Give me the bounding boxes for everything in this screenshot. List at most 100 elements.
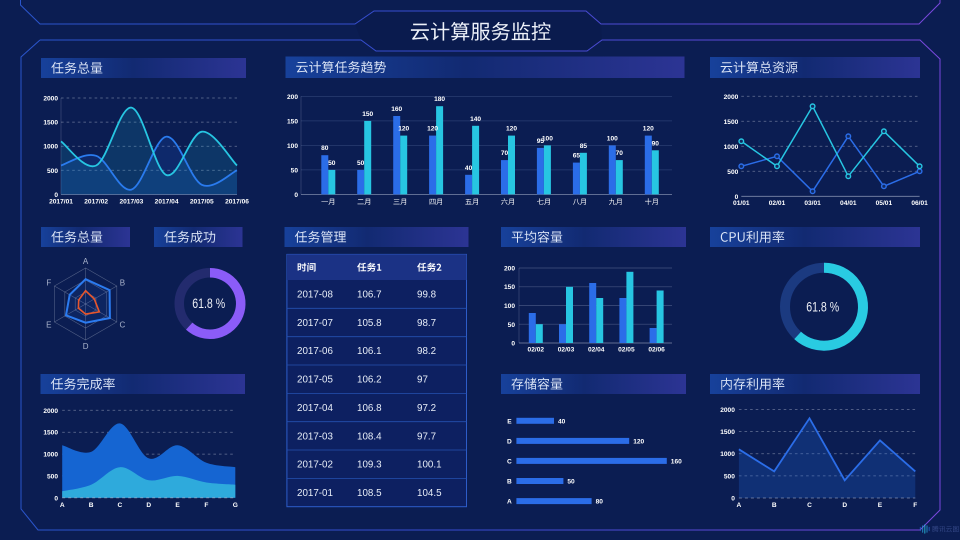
svg-text:F: F — [913, 502, 917, 509]
svg-text:100: 100 — [287, 143, 298, 150]
svg-text:108.4: 108.4 — [357, 431, 382, 442]
svg-text:500: 500 — [727, 169, 738, 176]
svg-text:105.8: 105.8 — [357, 318, 382, 329]
svg-text:2000: 2000 — [43, 408, 58, 415]
svg-text:D: D — [842, 502, 847, 509]
svg-text:100: 100 — [607, 135, 618, 142]
svg-text:0: 0 — [54, 495, 58, 502]
svg-text:E: E — [878, 502, 883, 509]
svg-text:C: C — [118, 502, 123, 509]
svg-text:B: B — [772, 502, 777, 509]
svg-text:120: 120 — [643, 126, 654, 133]
svg-text:200: 200 — [287, 94, 298, 101]
svg-text:40: 40 — [558, 418, 566, 425]
svg-text:05/01: 05/01 — [876, 200, 893, 207]
svg-text:2017-06: 2017-06 — [297, 346, 334, 357]
svg-text:104.5: 104.5 — [417, 488, 442, 499]
svg-text:2017-08: 2017-08 — [297, 290, 334, 301]
svg-text:1500: 1500 — [720, 429, 735, 436]
svg-text:160: 160 — [671, 458, 682, 465]
svg-text:140: 140 — [470, 116, 481, 123]
svg-text:120: 120 — [506, 126, 517, 133]
svg-text:1000: 1000 — [43, 144, 58, 151]
svg-text:B: B — [120, 278, 125, 287]
svg-text:0: 0 — [294, 192, 298, 199]
svg-text:50: 50 — [328, 160, 336, 167]
svg-text:65: 65 — [573, 153, 581, 160]
svg-text:50: 50 — [357, 160, 365, 167]
svg-text:E: E — [507, 418, 512, 425]
svg-text:100: 100 — [504, 303, 515, 310]
svg-text:70: 70 — [616, 150, 624, 157]
svg-text:2000: 2000 — [720, 407, 735, 414]
svg-text:2017-05: 2017-05 — [297, 375, 334, 386]
svg-text:80: 80 — [321, 145, 329, 152]
svg-text:0: 0 — [735, 194, 739, 201]
svg-text:50: 50 — [567, 479, 575, 486]
svg-text:108.5: 108.5 — [357, 488, 382, 499]
svg-text:2017-04: 2017-04 — [297, 403, 334, 414]
svg-text:150: 150 — [504, 284, 515, 291]
svg-text:2017/06: 2017/06 — [225, 199, 249, 206]
svg-text:80: 80 — [596, 499, 604, 506]
svg-text:2000: 2000 — [43, 96, 58, 103]
svg-text:1000: 1000 — [720, 451, 735, 458]
svg-text:2017/04: 2017/04 — [155, 199, 179, 206]
svg-text:C: C — [807, 502, 812, 509]
svg-text:150: 150 — [287, 118, 298, 125]
svg-text:02/01: 02/01 — [769, 200, 786, 207]
svg-text:99.8: 99.8 — [417, 290, 437, 301]
svg-text:02/02: 02/02 — [528, 347, 545, 354]
svg-text:02/03: 02/03 — [558, 347, 575, 354]
svg-text:1500: 1500 — [43, 120, 58, 127]
svg-text:06/01: 06/01 — [911, 200, 928, 207]
svg-text:50: 50 — [508, 322, 516, 329]
svg-text:D: D — [83, 342, 89, 351]
svg-text:180: 180 — [434, 96, 445, 103]
svg-text:E: E — [175, 502, 180, 509]
svg-text:120: 120 — [427, 126, 438, 133]
svg-text:106.8: 106.8 — [357, 403, 382, 414]
svg-text:D: D — [507, 438, 512, 445]
svg-text:01/01: 01/01 — [733, 200, 750, 207]
svg-text:106.1: 106.1 — [357, 346, 382, 357]
svg-text:61.8 %: 61.8 % — [806, 299, 839, 314]
svg-text:D: D — [146, 502, 151, 509]
svg-text:40: 40 — [465, 165, 473, 172]
svg-text:100.1: 100.1 — [417, 460, 442, 471]
svg-text:500: 500 — [47, 168, 58, 175]
svg-text:F: F — [46, 278, 51, 287]
svg-text:C: C — [120, 321, 126, 330]
svg-text:500: 500 — [47, 473, 58, 480]
svg-text:50: 50 — [291, 167, 299, 174]
svg-text:109.3: 109.3 — [357, 460, 382, 471]
svg-text:E: E — [46, 321, 51, 330]
svg-text:G: G — [233, 502, 238, 509]
svg-text:85: 85 — [580, 143, 588, 150]
svg-text:70: 70 — [501, 150, 509, 157]
svg-text:2017/03: 2017/03 — [119, 199, 143, 206]
svg-text:C: C — [507, 458, 512, 465]
svg-text:03/01: 03/01 — [804, 200, 821, 207]
svg-text:97.2: 97.2 — [417, 403, 436, 414]
svg-text:2017-07: 2017-07 — [297, 318, 333, 329]
svg-text:F: F — [204, 502, 208, 509]
svg-text:106.7: 106.7 — [357, 290, 382, 301]
svg-text:2017-02: 2017-02 — [297, 460, 333, 471]
svg-text:97: 97 — [417, 375, 428, 386]
svg-text:61.8 %: 61.8 % — [192, 296, 225, 311]
svg-text:150: 150 — [362, 111, 373, 118]
svg-text:A: A — [60, 502, 65, 509]
svg-text:0: 0 — [54, 192, 58, 199]
svg-text:90: 90 — [652, 140, 660, 147]
svg-text:120: 120 — [633, 438, 644, 445]
svg-text:95: 95 — [537, 138, 545, 145]
svg-text:2017/01: 2017/01 — [49, 199, 73, 206]
svg-text:1000: 1000 — [724, 144, 739, 151]
svg-text:1000: 1000 — [43, 452, 58, 459]
svg-text:02/06: 02/06 — [648, 347, 665, 354]
svg-text:98.7: 98.7 — [417, 318, 436, 329]
svg-text:2000: 2000 — [724, 94, 739, 101]
svg-text:1500: 1500 — [43, 430, 58, 437]
svg-text:2017/02: 2017/02 — [84, 199, 108, 206]
